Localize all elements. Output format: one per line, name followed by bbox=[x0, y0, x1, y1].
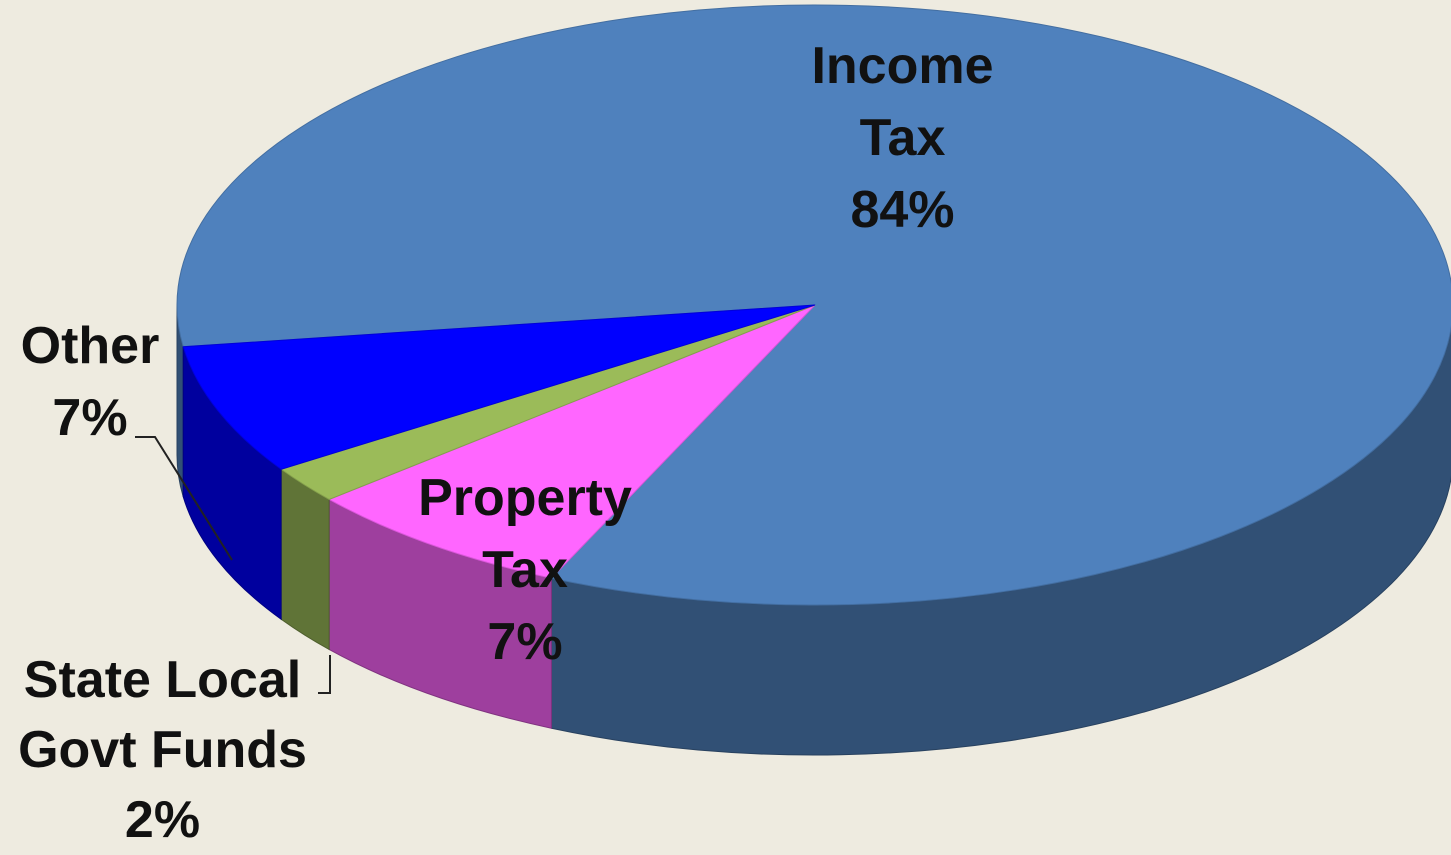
slice-top bbox=[182, 304, 816, 470]
value-label: 7% bbox=[487, 613, 563, 671]
leader-line bbox=[318, 655, 331, 694]
value-label: 2% bbox=[124, 791, 201, 849]
slice-side bbox=[280, 468, 330, 651]
category-label: Other bbox=[20, 317, 160, 375]
category-label: Property Tax bbox=[418, 469, 632, 599]
slice-label: Property Tax 7% bbox=[400, 462, 650, 678]
category-label: Income Tax bbox=[811, 37, 994, 167]
slice bbox=[280, 304, 816, 651]
slice bbox=[182, 304, 816, 621]
slice-label: Other 7% bbox=[5, 310, 175, 454]
category-label: State Local Govt Funds bbox=[18, 651, 307, 779]
value-label: 84% bbox=[850, 181, 955, 239]
leader-line bbox=[135, 436, 233, 561]
value-label: 7% bbox=[52, 389, 128, 447]
slice-top bbox=[327, 304, 816, 579]
slice-label: Income Tax 84% bbox=[795, 30, 1010, 246]
pie bbox=[176, 4, 1451, 756]
slice-label: State Local Govt Funds 2% bbox=[0, 645, 325, 855]
